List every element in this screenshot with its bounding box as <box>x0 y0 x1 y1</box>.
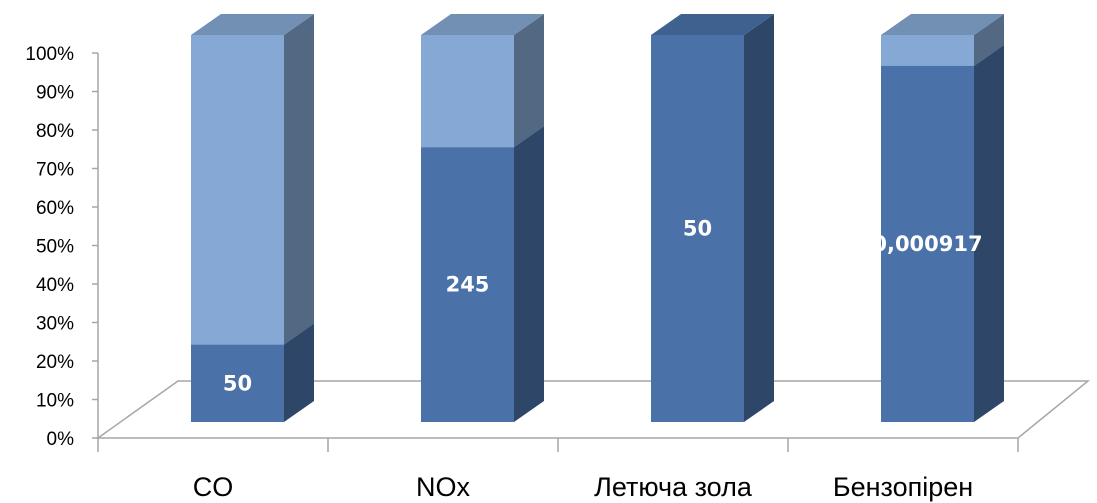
bar-segment <box>881 14 1004 66</box>
bar-side-face <box>284 14 314 345</box>
bar-front-face <box>421 147 514 423</box>
bar-segment <box>421 14 544 148</box>
y-tick-label: 100% <box>25 44 74 65</box>
data-label: 245 <box>446 273 490 297</box>
data-label: 50 <box>223 371 252 395</box>
y-tick-label: 10% <box>36 391 74 412</box>
category-label: NOx <box>416 472 471 502</box>
bars <box>191 14 1004 423</box>
bar-side-face <box>974 14 1004 66</box>
chart-floor <box>95 380 1091 439</box>
y-tick-label: 90% <box>36 83 74 104</box>
category-label: Летюча зола <box>594 472 753 502</box>
y-tick-label: 20% <box>36 352 74 373</box>
bar-front-face <box>191 35 284 345</box>
bar-segment <box>421 126 544 423</box>
bar-side-face <box>514 14 544 148</box>
y-axis: 0% 10% 20% 30% 40% 50% 60% 70% 80% 90% 100% <box>25 44 99 450</box>
bar-top-face <box>421 14 544 35</box>
data-labels: 50 245 50 0,000917 <box>223 217 983 396</box>
bar-front-face <box>651 35 744 422</box>
bar-top-face <box>191 14 314 35</box>
floor-outline <box>95 380 1091 439</box>
bar-side-face <box>514 126 544 422</box>
y-tick-label: 60% <box>36 198 74 219</box>
bar-front-face <box>191 344 284 422</box>
data-label: 50 <box>683 217 712 241</box>
bar-side-face <box>284 323 314 422</box>
bar-front-face <box>421 35 514 148</box>
bar-side-face <box>974 44 1004 423</box>
y-tick-label: 70% <box>36 160 74 181</box>
bar-segment <box>651 14 774 422</box>
y-tick-label: 80% <box>36 121 74 142</box>
bar-segment <box>191 14 314 345</box>
y-tick-label: 40% <box>36 275 74 296</box>
bar-top-face <box>651 14 774 35</box>
bar-top-face <box>881 14 1004 35</box>
bar-front-face <box>881 65 974 423</box>
x-axis: CO NOx Летюча зола Бензопірен <box>97 438 1019 502</box>
category-label: Бензопірен <box>833 472 973 502</box>
data-label: 0,000917 <box>872 232 982 256</box>
y-tick-label: 30% <box>36 314 74 335</box>
bar-front-face <box>881 35 974 66</box>
category-label: CO <box>193 472 234 502</box>
y-tick-label: 50% <box>36 237 74 258</box>
y-tick-label: 0% <box>47 429 75 450</box>
bar-side-face <box>744 14 774 422</box>
